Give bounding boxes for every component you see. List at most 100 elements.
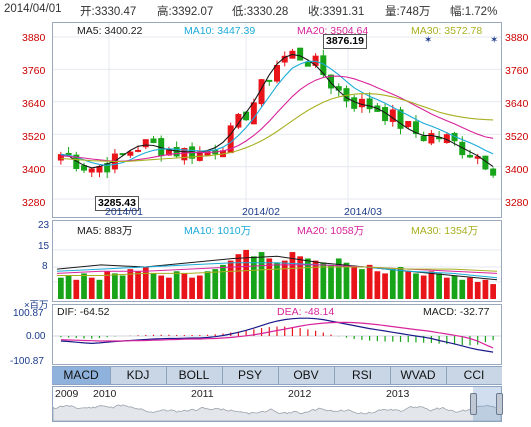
price-ytick-left: 3280 <box>22 197 46 209</box>
volume-bar <box>428 271 435 299</box>
quote-date: 2014/04/01 <box>4 3 62 15</box>
vol-ma-line <box>57 266 498 276</box>
candle-body <box>274 65 280 82</box>
vol-ma30-legend: MA30: 1354万 <box>411 225 479 237</box>
candle-body <box>466 154 473 158</box>
volume-bar <box>181 273 188 299</box>
tab-macd[interactable]: MACD <box>52 367 111 384</box>
volume-bar <box>266 258 273 299</box>
vol-ma5-legend: MA5: 883万 <box>77 225 133 237</box>
quote-header: 2014/04/01 开:3330.47 高:3392.07 低:3330.28… <box>0 0 531 20</box>
volume-bar <box>65 275 72 299</box>
nav-year-label: 2012 <box>288 388 312 400</box>
volume-bar <box>351 267 358 299</box>
vol-ma-line <box>56 255 498 281</box>
volume-bar <box>112 273 118 299</box>
price-ytick-right: 3760 <box>505 65 529 77</box>
navigator-right-handle[interactable] <box>496 393 503 415</box>
tab-rsi[interactable]: RSI <box>334 367 391 384</box>
candle-body <box>420 135 427 142</box>
candle-body <box>397 109 404 129</box>
tab-boll[interactable]: BOLL <box>166 367 223 384</box>
volume-bar <box>142 267 149 299</box>
price-ytick-left: 3520 <box>22 131 46 143</box>
macd-ytick: 0.00 <box>26 331 46 342</box>
volume-bar <box>274 262 280 299</box>
volume-bar <box>335 258 342 299</box>
volume-bar <box>289 252 296 299</box>
volume-panel: MA5: 883万 MA10: 1010万 MA20: 1058万 MA30: … <box>52 220 502 302</box>
volume-bar <box>451 275 458 299</box>
candle-body <box>150 138 157 144</box>
macd-value-label: MACD: -32.77 <box>423 306 490 318</box>
volume-bar <box>119 275 126 299</box>
nav-year-label: 2011 <box>191 388 214 400</box>
price-ytick-right: 3280 <box>505 197 529 209</box>
timeline-navigator[interactable]: 2009 2010 2011 2012 2013 <box>52 386 503 422</box>
price-panel: MA5: 3400.22 MA10: 3447.39 MA20: 3504.64… <box>52 22 502 218</box>
candle-body <box>127 151 134 156</box>
navigator-sparkline <box>53 404 501 421</box>
candle-body <box>412 121 419 134</box>
vol-ma20-legend: MA20: 1058万 <box>297 225 365 237</box>
volume-bar <box>88 277 95 299</box>
volume-bar <box>397 267 404 299</box>
price-ma10-legend: MA10: 3447.39 <box>184 25 256 37</box>
macd-dif-label: DIF: -64.52 <box>57 306 110 318</box>
price-xtick: 2014/03 <box>344 206 382 218</box>
candle-body <box>266 79 273 82</box>
volume-bar <box>436 273 442 299</box>
move-left-icon[interactable]: ✶ <box>424 35 433 46</box>
volume-bar <box>297 256 304 299</box>
volume-bar <box>258 252 265 299</box>
candle-body <box>88 168 95 173</box>
volume-bar <box>250 256 257 299</box>
candle-body <box>351 97 358 109</box>
macd-ytick: 100.87 <box>13 308 44 319</box>
volume-bar <box>220 264 226 299</box>
ma10-line <box>60 60 494 166</box>
nav-year-label: 2010 <box>93 388 117 400</box>
volume-bar <box>328 264 334 299</box>
tab-psy[interactable]: PSY <box>222 367 279 384</box>
candle-body <box>304 62 311 67</box>
volume-bar <box>227 260 234 299</box>
volume-bar <box>359 269 365 299</box>
nav-year-label: 2013 <box>386 388 410 400</box>
price-ytick-right: 3520 <box>505 131 529 143</box>
volume-chart <box>53 249 501 299</box>
volume-bar <box>374 271 381 299</box>
candle-body <box>358 98 365 108</box>
quote-close: 收:3391.31 <box>308 6 365 18</box>
tab-wvad[interactable]: WVAD <box>390 367 447 384</box>
tab-kdj[interactable]: KDJ <box>110 367 167 384</box>
indicator-tabs: MACD KDJ BOLL PSY OBV RSI WVAD CCI <box>52 366 502 385</box>
price-xtick: 2014/01 <box>105 206 143 218</box>
volume-bar <box>243 249 249 299</box>
price-ytick-left: 3760 <box>22 65 46 77</box>
volume-bar <box>73 279 80 299</box>
price-chart <box>53 23 501 217</box>
volume-bar <box>204 271 211 299</box>
navigator-left-handle[interactable] <box>470 393 477 415</box>
volume-bar <box>281 260 288 299</box>
volume-bar <box>212 269 219 299</box>
move-right-icon[interactable]: ✶ <box>490 35 499 46</box>
vol-ma-line <box>56 264 498 274</box>
ma20-line <box>60 75 494 162</box>
low-callout: 3285.43 <box>95 196 139 211</box>
tab-cci[interactable]: CCI <box>463 368 485 382</box>
ma5-line <box>60 53 494 169</box>
price-ma5-legend: MA5: 3400.22 <box>77 25 143 37</box>
candle-body <box>65 152 72 156</box>
candle-body <box>328 74 335 89</box>
high-callout: 3876.19 <box>323 34 367 49</box>
vol-ytick: 15 <box>38 241 50 252</box>
candle-body <box>142 139 149 148</box>
candle-body <box>297 47 304 61</box>
volume-bar <box>189 277 195 299</box>
tab-obv[interactable]: OBV <box>278 367 335 384</box>
volume-bar <box>104 271 111 299</box>
candle-body <box>405 121 412 128</box>
volume-bar <box>443 277 450 299</box>
